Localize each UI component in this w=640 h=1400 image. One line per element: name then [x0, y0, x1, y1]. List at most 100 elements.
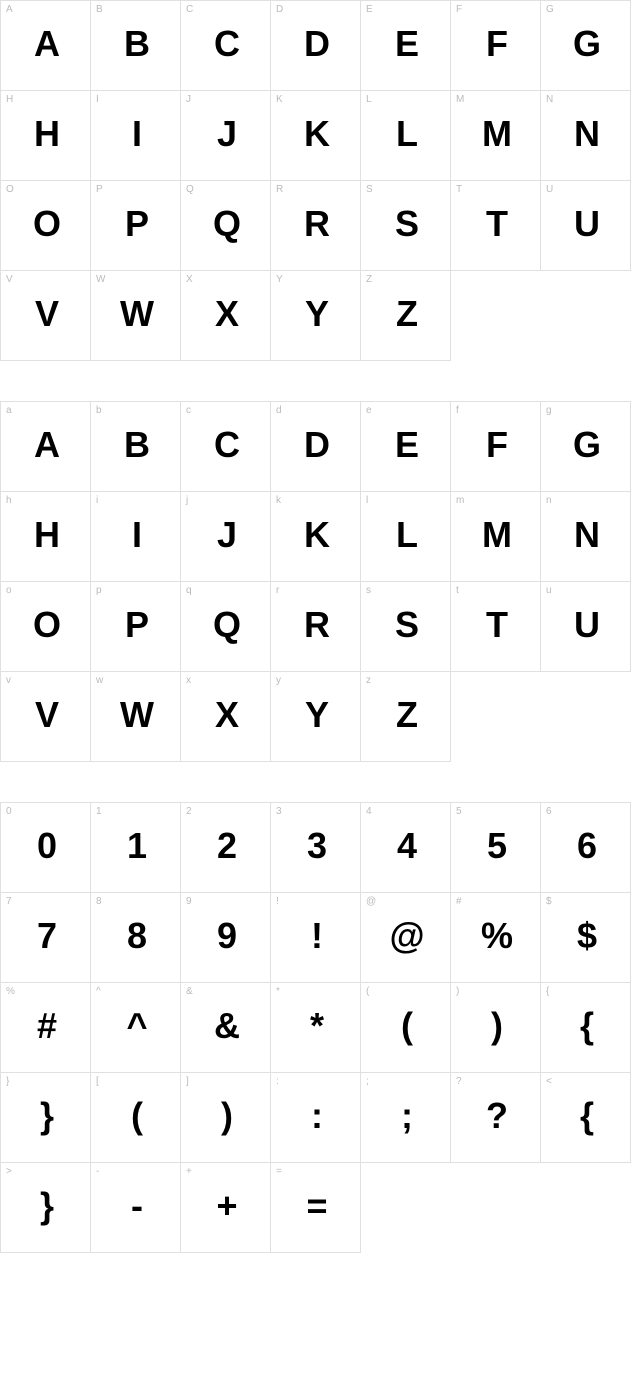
glyph-display: -: [131, 1184, 140, 1226]
glyph-cell: !!: [271, 893, 361, 983]
glyph-display: !: [311, 914, 320, 956]
glyph-label: z: [366, 675, 371, 686]
glyph-display: I: [132, 112, 139, 154]
glyph-cell: 22: [181, 803, 271, 893]
glyph-cell: --: [91, 1163, 181, 1253]
glyph-label: e: [366, 405, 372, 416]
glyph-display: B: [124, 22, 147, 64]
glyph-label: I: [96, 94, 99, 105]
glyph-label: &: [186, 986, 193, 997]
glyph-label: n: [546, 495, 552, 506]
glyph-display: I: [132, 513, 139, 555]
glyph-label: W: [96, 274, 105, 285]
glyph-display: Q: [213, 202, 238, 244]
glyph-label: >: [6, 1166, 12, 1177]
glyph-label: M: [456, 94, 464, 105]
glyph-display: $: [577, 914, 594, 956]
glyph-label: 1: [96, 806, 102, 817]
glyph-display: X: [215, 292, 236, 334]
glyph-display: F: [486, 423, 505, 465]
glyph-cell: wW: [91, 672, 181, 762]
glyph-display: ;: [401, 1094, 410, 1136]
glyph-display: (: [401, 1004, 410, 1046]
glyph-cell: ==: [271, 1163, 361, 1253]
glyph-cell: AA: [1, 1, 91, 91]
glyph-label: g: [546, 405, 552, 416]
glyph-cell: jJ: [181, 492, 271, 582]
glyph-cell: QQ: [181, 181, 271, 271]
glyph-cell: iI: [91, 492, 181, 582]
glyph-label: r: [276, 585, 279, 596]
glyph-display: G: [573, 22, 598, 64]
glyph-display: S: [395, 603, 416, 645]
glyph-cell: pP: [91, 582, 181, 672]
glyph-display: Y: [305, 292, 326, 334]
glyph-label: P: [96, 184, 103, 195]
glyph-label: j: [186, 495, 188, 506]
glyph-cell: **: [271, 983, 361, 1073]
glyph-label: c: [186, 405, 191, 416]
glyph-label: q: [186, 585, 192, 596]
glyph-cell: TT: [451, 181, 541, 271]
glyph-display: #: [37, 1004, 54, 1046]
glyph-display: @: [389, 914, 421, 956]
glyph-label: L: [366, 94, 372, 105]
glyph-label: C: [186, 4, 193, 15]
glyph-cell: oO: [1, 582, 91, 672]
glyph-cell: NN: [541, 91, 631, 181]
glyph-label: a: [6, 405, 12, 416]
glyph-label: 5: [456, 806, 462, 817]
glyph-cell: YY: [271, 271, 361, 361]
glyph-cell: lL: [361, 492, 451, 582]
glyph-cell: dD: [271, 402, 361, 492]
glyph-display: D: [304, 423, 327, 465]
glyph-cell: 99: [181, 893, 271, 983]
glyph-label: k: [276, 495, 281, 506]
glyph-label: E: [366, 4, 373, 15]
glyph-display: :: [311, 1094, 320, 1136]
glyph-label: J: [186, 94, 191, 105]
glyph-cell: [(: [91, 1073, 181, 1163]
glyph-display: 8: [127, 914, 144, 956]
glyph-label: N: [546, 94, 553, 105]
glyph-label: 4: [366, 806, 372, 817]
glyph-cell: bB: [91, 402, 181, 492]
glyph-display: K: [304, 513, 327, 555]
glyph-cell: PP: [91, 181, 181, 271]
glyph-label: A: [6, 4, 13, 15]
glyph-label: %: [6, 986, 15, 997]
glyph-cell: 11: [91, 803, 181, 893]
glyph-display: R: [304, 603, 327, 645]
glyph-display: }: [40, 1094, 51, 1136]
glyph-display: =: [306, 1184, 324, 1226]
glyph-cell: yY: [271, 672, 361, 762]
glyph-cell: KK: [271, 91, 361, 181]
glyph-display: (: [131, 1094, 140, 1136]
glyph-cell: }}: [1, 1073, 91, 1163]
glyph-cell: ZZ: [361, 271, 451, 361]
glyph-label: S: [366, 184, 373, 195]
glyph-display: +: [216, 1184, 234, 1226]
glyph-cell: rR: [271, 582, 361, 672]
glyph-display: ^: [126, 1004, 144, 1046]
glyph-cell: 55: [451, 803, 541, 893]
glyph-label: b: [96, 405, 102, 416]
glyph-cell: JJ: [181, 91, 271, 181]
glyph-label: i: [96, 495, 98, 506]
glyph-label: 0: [6, 806, 12, 817]
glyph-cell: 00: [1, 803, 91, 893]
glyph-cell: 66: [541, 803, 631, 893]
glyph-display: O: [33, 603, 58, 645]
glyph-cell: ::: [271, 1073, 361, 1163]
glyph-cell: ((: [361, 983, 451, 1073]
glyph-label: F: [456, 4, 462, 15]
glyph-label: *: [276, 986, 280, 997]
glyph-display: Z: [396, 292, 415, 334]
glyph-display: R: [304, 202, 327, 244]
glyph-display: Z: [396, 693, 415, 735]
glyph-cell: gG: [541, 402, 631, 492]
glyph-cell: hH: [1, 492, 91, 582]
glyph-cell: #%: [451, 893, 541, 983]
glyph-display: N: [574, 513, 597, 555]
glyph-cell: ++: [181, 1163, 271, 1253]
